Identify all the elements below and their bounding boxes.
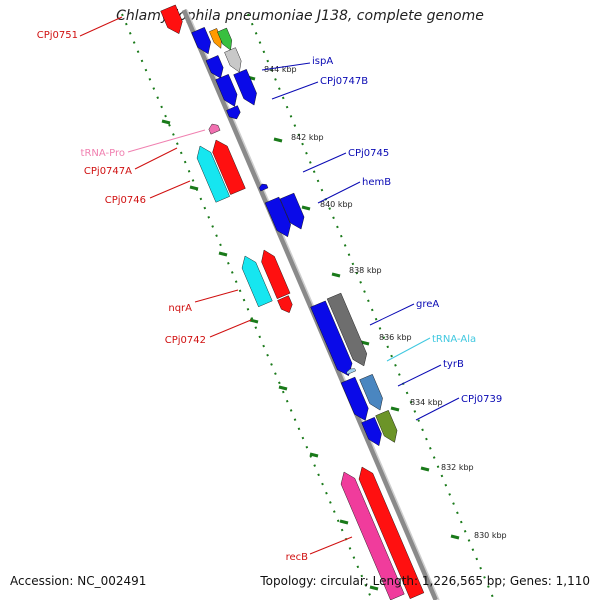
gene-arrow [224, 47, 242, 73]
gene-arrow [346, 368, 356, 375]
scale-label: 830 kbp [474, 531, 507, 540]
gene-arrow [208, 123, 221, 135]
scale-label: 836 kbp [379, 333, 412, 342]
gene-arrow [326, 292, 368, 367]
scale-tick [331, 272, 341, 278]
gene-label: CPj0742 [165, 335, 206, 346]
backbone-line [181, 9, 439, 600]
scale-tick [420, 466, 430, 472]
gene-label: CPj0746 [105, 195, 146, 206]
gene-arrow [358, 466, 425, 599]
gene-arrow [261, 249, 291, 299]
gene-arrow [340, 471, 405, 600]
gene-arrow [361, 417, 382, 447]
gene-arrow [259, 183, 269, 192]
leader-line [127, 129, 206, 153]
leader-line [317, 181, 361, 204]
scale-label: 840 kbp [320, 200, 353, 209]
scale-tick [390, 406, 400, 412]
gene-label: CPj0745 [348, 148, 389, 159]
leader-line [386, 337, 431, 362]
inner-tick [189, 185, 199, 191]
gene-arrow [375, 410, 398, 443]
accession-text: Accession: NC_002491 [10, 574, 147, 588]
scale-label: 844 kbp [264, 65, 297, 74]
scale-label: 832 kbp [441, 463, 474, 472]
gene-label: CPj0739 [461, 394, 502, 405]
leader-line [194, 289, 239, 303]
gene-arrow [215, 74, 238, 107]
gene-arrow [205, 55, 224, 79]
gene-arrow [310, 300, 353, 376]
scale-label: 842 kbp [291, 133, 324, 142]
scale-tick [273, 137, 283, 143]
inner-tick [309, 452, 319, 458]
inner-tick [278, 385, 288, 391]
gene-arrow [160, 4, 183, 34]
gene-arrow [279, 192, 305, 230]
gene-arrow [196, 145, 230, 203]
genome-summary-text: Topology: circular; Length: 1,226,565 bp… [260, 574, 590, 588]
leader-line [79, 16, 123, 37]
gene-arrow [233, 69, 257, 106]
inner-tick [161, 119, 171, 125]
gene-label: tRNA-Pro [81, 148, 125, 159]
leader-line [369, 303, 415, 326]
gene-arrow [191, 27, 211, 55]
inner-tick [369, 585, 379, 591]
gene-label: tyrB [443, 359, 464, 370]
scale-label: 834 kbp [410, 398, 443, 407]
leader-line [397, 364, 442, 387]
leader-line [209, 319, 252, 338]
gene-arrow [212, 139, 246, 195]
leader-line [271, 81, 319, 100]
leader-line [149, 180, 191, 199]
scale-tick [360, 340, 370, 346]
gene-label: recB [286, 552, 309, 563]
scale-tick [301, 205, 311, 211]
gene-arrow [264, 196, 291, 238]
gene-arrow [226, 105, 241, 120]
gene-label: hemB [362, 177, 391, 188]
gene-arrow [359, 374, 383, 411]
map-title: Chlamydophila pneumoniae J138, complete … [116, 8, 484, 24]
scale-tick [450, 534, 460, 540]
gene-label: CPj0751 [37, 30, 78, 41]
inner-tick [339, 519, 349, 525]
backbone-highlight [186, 9, 440, 600]
gene-label: tRNA-Ala [432, 334, 476, 345]
gene-arrow [241, 255, 273, 308]
gene-arrow [277, 295, 293, 313]
leader-line [261, 62, 311, 71]
leader-line [134, 147, 178, 170]
inner-tick [249, 318, 259, 324]
gene-label: CPj0747A [84, 166, 132, 177]
gene-label: greA [416, 299, 439, 310]
inner-tick [218, 251, 228, 257]
leader-line [309, 536, 353, 555]
gene-label: CPj0747B [320, 76, 368, 87]
gene-label: ispA [312, 56, 333, 67]
inner-tick-line [121, 13, 373, 600]
leader-line [415, 397, 460, 421]
gene-arrow [340, 376, 369, 421]
leader-line [302, 152, 347, 173]
scale-label: 838 kbp [349, 266, 382, 275]
gene-arrow [217, 27, 233, 51]
gene-label: nqrA [168, 303, 192, 314]
